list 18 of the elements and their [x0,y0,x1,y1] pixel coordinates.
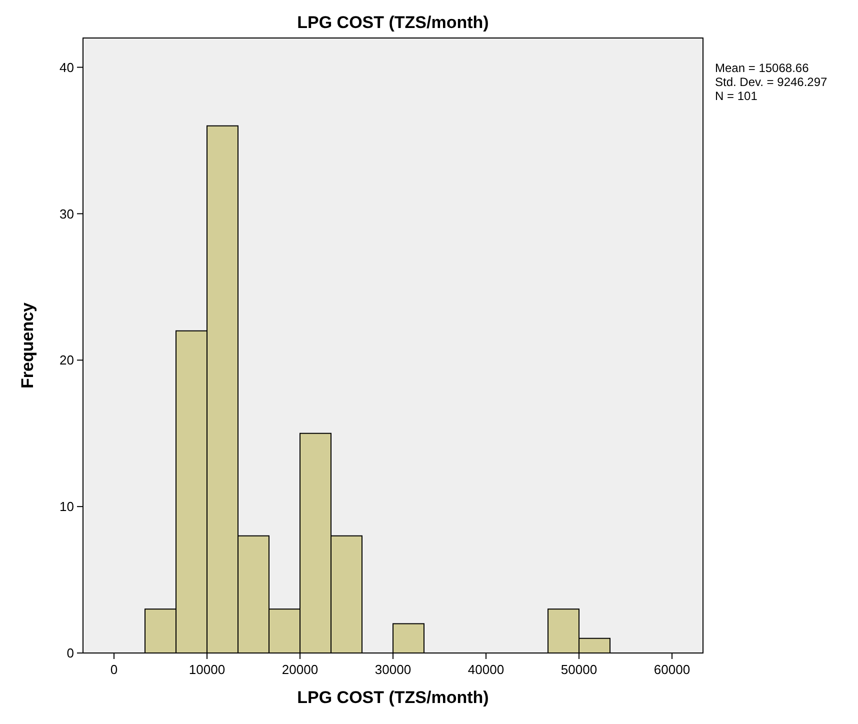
text: Mean = 15068.66 [715,61,810,75]
text: N = 101 [715,89,758,103]
y-tick-label: 20 [60,352,74,368]
y-tick-label: 30 [60,206,74,222]
x-tick-label: 60000 [654,662,690,677]
y-tick-label: 0 [66,646,74,661]
y-tick-label: 10 [60,499,74,514]
chart-title: LPG COST (TZS/month) [297,13,489,32]
x-tick-label: 10000 [188,662,226,677]
x-axis-title: LPG COST (TZS/month) [297,688,489,707]
x-tick-label: 40000 [468,662,504,677]
y-axis-title: Frequency [18,302,37,388]
y-tick-label: 40 [60,60,74,75]
x-tick-label: 20000 [282,662,318,677]
x-tick-label: 50000 [560,662,598,677]
x-tick-label: 30000 [374,662,412,677]
x-tick-label: 0 [110,662,118,677]
text: Std. Dev. = 9246.297 [715,75,828,89]
